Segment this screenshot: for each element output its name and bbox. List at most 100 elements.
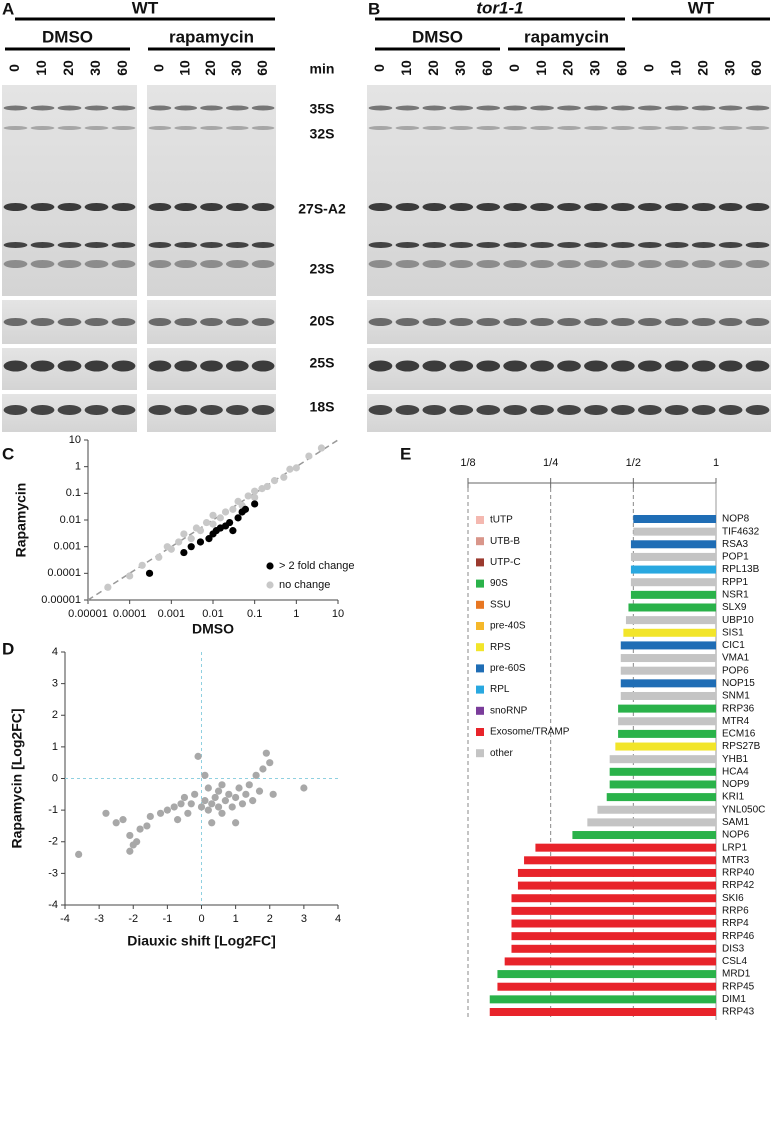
band-label: 20S bbox=[310, 313, 335, 329]
gel-band bbox=[557, 126, 581, 130]
gel-band bbox=[557, 405, 581, 415]
gel-band bbox=[476, 318, 501, 326]
gel-band bbox=[174, 126, 198, 130]
bar bbox=[633, 515, 716, 523]
gel-band bbox=[503, 105, 527, 111]
bar bbox=[615, 742, 716, 751]
bar bbox=[511, 906, 716, 915]
gel-band bbox=[584, 126, 608, 130]
x-tick-label: 0.00001 bbox=[68, 608, 108, 620]
data-point bbox=[209, 511, 217, 519]
lane-label: 60 bbox=[254, 60, 270, 76]
legend-label: UTB-B bbox=[490, 536, 520, 547]
band-label: 18S bbox=[310, 399, 335, 415]
gel-band bbox=[225, 260, 249, 268]
gel-band bbox=[57, 318, 82, 326]
lane-label: 10 bbox=[176, 60, 192, 76]
gel-band bbox=[584, 405, 608, 415]
gel-band bbox=[637, 126, 662, 130]
legend-label: tUTP bbox=[490, 515, 513, 526]
gel-band bbox=[148, 405, 172, 415]
data-point bbox=[305, 452, 313, 460]
data-point bbox=[163, 806, 171, 814]
gel-band bbox=[395, 318, 420, 326]
bar bbox=[535, 843, 716, 852]
data-point bbox=[232, 819, 240, 827]
bar bbox=[517, 881, 716, 890]
gel-band bbox=[557, 360, 581, 372]
x-tick-label: 0 bbox=[198, 913, 204, 925]
gel-band bbox=[57, 260, 82, 268]
data-point bbox=[187, 543, 195, 551]
gel-band bbox=[395, 405, 420, 415]
gel-band bbox=[225, 318, 249, 326]
category-label: RRP4 bbox=[722, 918, 749, 929]
lane-label: 0 bbox=[6, 64, 22, 72]
gel-band bbox=[584, 242, 608, 248]
data-point bbox=[238, 800, 247, 808]
gel-band bbox=[557, 260, 581, 268]
category-label: HCA4 bbox=[722, 766, 749, 777]
gel-band bbox=[3, 203, 28, 211]
data-point bbox=[197, 803, 206, 811]
gel-band bbox=[718, 260, 743, 268]
legend-label: 90S bbox=[490, 578, 508, 589]
gel-band bbox=[718, 318, 743, 326]
category-label: SKI6 bbox=[722, 893, 744, 904]
category-label: RRP6 bbox=[722, 906, 749, 917]
gel-band bbox=[395, 126, 420, 130]
treatment-label: rapamycin bbox=[524, 27, 609, 46]
category-label: NOP15 bbox=[722, 678, 755, 689]
gel-band bbox=[530, 105, 554, 111]
gel-band bbox=[3, 242, 28, 248]
category-label: SLX9 bbox=[722, 602, 747, 613]
gel-band bbox=[368, 405, 393, 415]
category-label: RPL13B bbox=[722, 564, 760, 575]
data-point bbox=[75, 850, 83, 859]
legend-swatch bbox=[476, 664, 484, 673]
gel-band bbox=[251, 360, 275, 372]
x-tick-label: -1 bbox=[162, 913, 172, 925]
gel-strip bbox=[147, 85, 276, 296]
bar bbox=[618, 717, 716, 726]
bar bbox=[633, 527, 716, 536]
gel-band bbox=[3, 260, 28, 268]
gel-band bbox=[148, 203, 172, 211]
gel-band bbox=[584, 105, 608, 111]
lane-label: 20 bbox=[202, 60, 218, 76]
gel-band bbox=[557, 242, 581, 248]
gel-band bbox=[718, 405, 743, 415]
panel-letter: E bbox=[400, 444, 411, 463]
x-tick-label: -4 bbox=[60, 913, 70, 925]
legend-swatch bbox=[476, 685, 484, 694]
gel-band bbox=[30, 126, 55, 130]
y-tick-label: 0.1 bbox=[66, 487, 81, 499]
lane-label: 30 bbox=[452, 60, 468, 76]
lane-label: 0 bbox=[641, 64, 657, 72]
gel-band bbox=[476, 242, 501, 248]
data-point bbox=[241, 505, 250, 513]
data-point bbox=[143, 822, 151, 830]
category-label: POP1 bbox=[722, 552, 749, 563]
data-point bbox=[138, 561, 146, 569]
gel-band bbox=[691, 318, 716, 326]
legend-label: snoRNP bbox=[490, 705, 528, 716]
gel-band bbox=[476, 260, 501, 268]
gel-band bbox=[174, 360, 198, 372]
legend-label: RPL bbox=[490, 684, 510, 695]
gel-band bbox=[422, 318, 447, 326]
gel-band bbox=[3, 318, 28, 326]
treatment-label: DMSO bbox=[412, 27, 463, 46]
bar bbox=[630, 552, 716, 561]
gel-band bbox=[449, 126, 474, 130]
bar bbox=[489, 995, 716, 1004]
gel-band bbox=[664, 203, 689, 211]
legend-label: RPS bbox=[490, 642, 511, 653]
x-tick-label: 2 bbox=[267, 913, 273, 925]
gel-band bbox=[718, 360, 743, 372]
gel-band bbox=[174, 105, 198, 111]
category-label: RRP36 bbox=[722, 703, 755, 714]
data-point bbox=[235, 784, 243, 792]
x-axis-label: Diauxic shift [Log2FC] bbox=[127, 933, 276, 949]
gel-band bbox=[691, 126, 716, 130]
